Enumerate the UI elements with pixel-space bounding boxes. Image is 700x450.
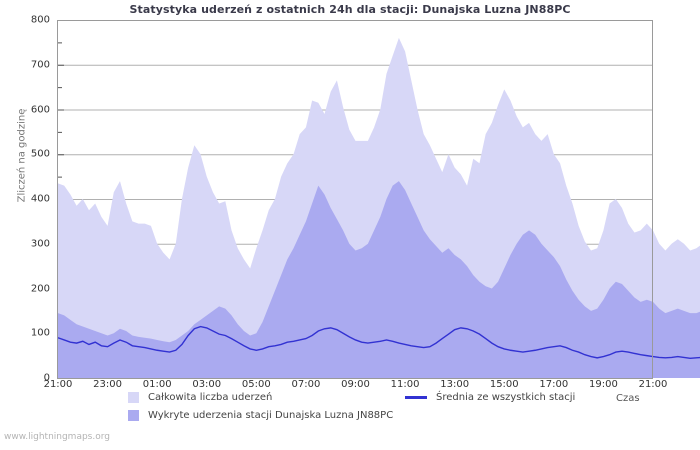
legend-swatch-station	[128, 410, 139, 421]
x-tick-label: 23:00	[93, 379, 122, 390]
legend-label-average: Średnia ze wszystkich stacji	[436, 392, 576, 403]
y-tick-label: 500	[30, 148, 50, 160]
y-tick-label: 700	[30, 59, 50, 71]
legend-item-total: Całkowita liczba uderzeń	[128, 392, 272, 403]
legend-label-station: Wykryte uderzenia stacji Dunajska Luzna …	[148, 410, 394, 421]
x-tick-label: 11:00	[390, 379, 420, 390]
legend-label-total: Całkowita liczba uderzeń	[148, 392, 273, 403]
plot-frame	[57, 20, 653, 379]
x-tick-label: 01:00	[142, 379, 172, 390]
x-tick-label: 09:00	[341, 379, 370, 390]
x-axis-label: Czas	[616, 393, 640, 404]
y-tick-label: 800	[30, 14, 50, 26]
watermark: www.lightningmaps.org	[4, 432, 110, 442]
x-tick-label: 13:00	[440, 379, 470, 390]
y-tick-label: 400	[30, 193, 50, 205]
legend-item-station: Wykryte uderzenia stacji Dunajska Luzna …	[128, 410, 393, 421]
x-tick-label: 05:00	[241, 379, 271, 390]
series-area-station	[58, 181, 700, 378]
series-line-average	[57, 325, 700, 360]
y-tick-label: 300	[30, 238, 50, 250]
y-tick-label: 0	[43, 372, 50, 384]
x-tick-label: 21:00	[638, 379, 668, 390]
x-tick-label: 17:00	[539, 379, 569, 390]
legend-swatch-total	[128, 392, 139, 403]
y-tick-label: 600	[30, 104, 50, 115]
x-tick-label: 07:00	[291, 379, 321, 390]
x-tick-label: 15:00	[489, 379, 519, 390]
y-tick-label: 100	[30, 327, 50, 339]
chart-title: Statystyka uderzeń z ostatnich 24h dla s…	[129, 3, 571, 16]
legend-line-average	[405, 396, 427, 399]
x-tick-label: 19:00	[588, 379, 618, 390]
x-tick-label: 03:00	[192, 379, 222, 390]
x-tick-label: 21:00	[43, 379, 73, 390]
y-tick-label: 200	[30, 283, 50, 294]
legend-item-average: Średnia ze wszystkich stacji	[405, 392, 575, 403]
